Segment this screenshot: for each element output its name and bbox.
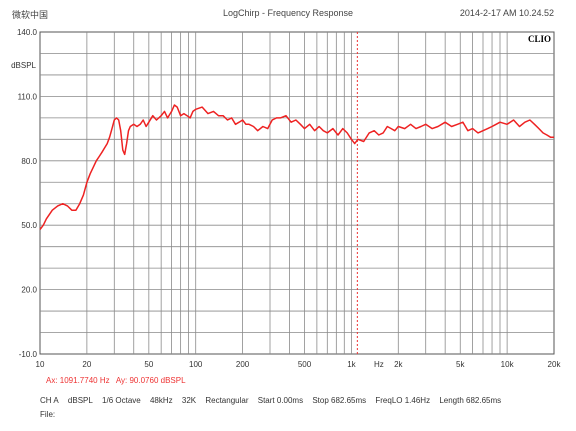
plot-background — [39, 31, 555, 355]
y-tick-labels: 140.0 110.0 80.0 50.0 20.0 -10.0 — [17, 28, 38, 359]
x-tick-label: 20k — [548, 360, 562, 369]
y-tick-label: -10.0 — [19, 350, 38, 359]
unit-label: dBSPL — [67, 396, 93, 405]
x-tick-label: 100 — [189, 360, 203, 369]
channel-label: CH A — [40, 396, 59, 405]
software-name: 微软中国 — [12, 10, 49, 20]
sample-rate-label: 48kHz — [149, 396, 173, 405]
x-tick-label: 20 — [82, 360, 91, 369]
series-line — [39, 104, 554, 230]
cursor-x-readout: Ax: 1091.7740 Hz — [46, 376, 110, 385]
x-tick-label: 5k — [456, 360, 465, 369]
x-tick-label: Hz — [374, 360, 384, 369]
frequency-response-chart[interactable]: 140.0 110.0 80.0 50.0 20.0 -10.0 10 20 50 100 200… — [0, 0, 576, 372]
clio-logo: CLIO — [528, 34, 551, 44]
x-tick-label: 2k — [394, 360, 403, 369]
length-label: Length 682.65ms — [439, 396, 502, 405]
freqlo-label: FreqLO 1.46Hz — [375, 396, 431, 405]
x-tick-label: 500 — [298, 360, 312, 369]
status-bar: CH A dBSPL 1/6 Octave 48kHz 32K Rectangu… — [40, 396, 508, 405]
window-title: LogChirp - Frequency Response — [222, 8, 354, 18]
file-label: File: — [40, 410, 56, 419]
cursor-readout: Ax: 1091.7740 Hz Ay: 90.0760 dBSPL — [46, 376, 186, 385]
stop-label: Stop 682.65ms — [312, 396, 367, 405]
start-label: Start 0.00ms — [257, 396, 304, 405]
cursor-y-readout: Ay: 90.0760 dBSPL — [115, 376, 186, 385]
smoothing-label: 1/6 Octave — [102, 396, 141, 405]
window-label: Rectangular — [205, 396, 249, 405]
y-tick-label: 80.0 — [21, 157, 37, 166]
y-tick-label: 140.0 — [17, 28, 38, 37]
timestamp: 2014-2-17 AM 10.24.52 — [459, 8, 554, 18]
y-tick-label: 110.0 — [18, 92, 38, 101]
x-tick-label: 1k — [347, 360, 356, 369]
x-tick-label: 50 — [144, 360, 153, 369]
x-tick-label: 200 — [236, 360, 250, 369]
x-tick-label: 10 — [36, 360, 45, 369]
grid-lines — [40, 32, 554, 354]
y-tick-label: 20.0 — [21, 286, 37, 295]
fft-size-label: 32K — [181, 396, 197, 405]
x-tick-labels: 10 20 50 100 200 500 1k Hz 2k 5k 10k 20k — [36, 360, 562, 369]
x-tick-label: 10k — [501, 360, 515, 369]
y-tick-label: 50.0 — [21, 221, 37, 230]
y-axis-label: dBSPL — [11, 61, 36, 70]
